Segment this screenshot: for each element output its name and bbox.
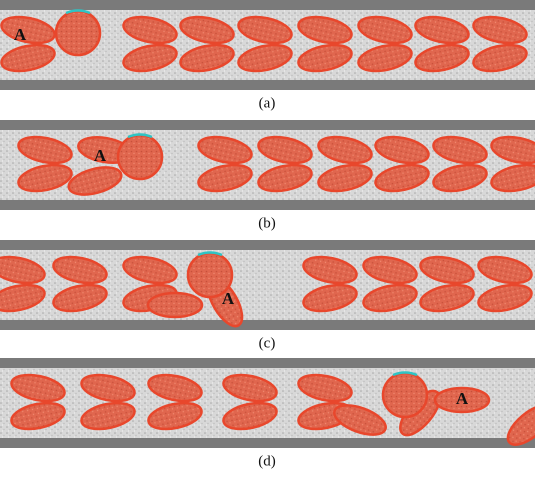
wall-bottom	[0, 200, 535, 210]
panel-caption: (b)	[258, 215, 276, 231]
marker-label: A	[94, 146, 107, 165]
panel: A (a)	[0, 0, 535, 111]
wall-top	[0, 358, 535, 368]
panel: A (d)	[0, 358, 535, 469]
marker-label: A	[14, 25, 27, 44]
round-cell	[383, 373, 427, 417]
panel-caption: (c)	[259, 335, 276, 351]
round-cell	[118, 135, 162, 179]
panel-caption: (d)	[258, 453, 276, 469]
figure: A (a) A (b) A (c) A (d)	[0, 0, 535, 480]
marker-label: A	[222, 289, 235, 308]
wall-bottom	[0, 320, 535, 330]
wall-top	[0, 120, 535, 130]
wall-bottom	[0, 438, 535, 448]
panel-caption: (a)	[259, 95, 276, 111]
marker-label: A	[456, 389, 469, 408]
panels: A (a) A (b) A (c) A (d)	[0, 0, 535, 469]
wall-bottom	[0, 80, 535, 90]
cell	[148, 293, 202, 317]
round-cell	[56, 11, 100, 55]
wall-top	[0, 240, 535, 250]
panel: A (c)	[0, 240, 535, 351]
wall-top	[0, 0, 535, 10]
panel: A (b)	[0, 120, 535, 231]
